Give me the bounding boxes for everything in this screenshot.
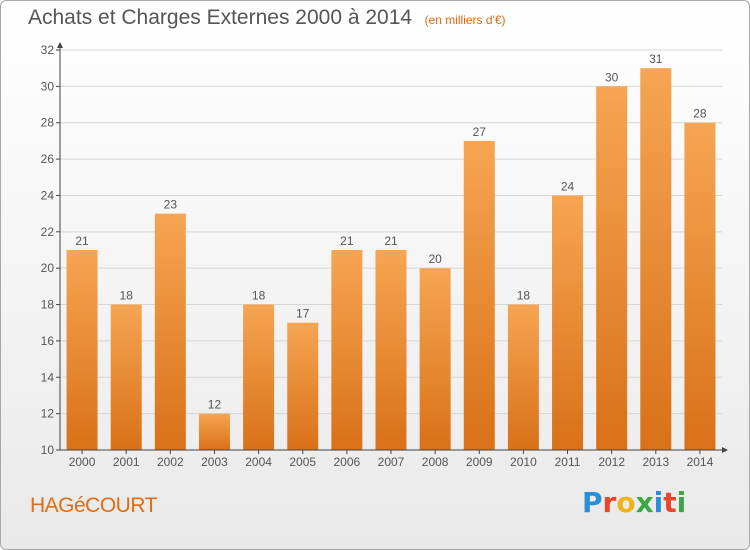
bar: [154, 213, 186, 450]
data-label: 21: [340, 234, 354, 248]
chart-subtitle: (en milliers d'€): [424, 13, 506, 27]
data-label: 21: [384, 234, 398, 248]
axes: [56, 42, 728, 454]
logo-letter: i: [676, 486, 687, 519]
logo-letter: r: [602, 486, 617, 519]
data-label: 30: [605, 70, 619, 84]
chart-title: Achats et Charges Externes 2000 à 2014: [28, 6, 413, 29]
bar: [640, 68, 672, 450]
x-tick-label: 2012: [598, 455, 625, 469]
data-label: 23: [164, 198, 178, 212]
bar: [243, 304, 275, 450]
y-tick-label: 16: [41, 334, 55, 348]
bar: [110, 304, 142, 450]
bar: [596, 86, 628, 450]
commune-name: HAGéCOURT: [30, 494, 157, 517]
bar: [66, 250, 98, 450]
data-label: 21: [75, 234, 89, 248]
data-label: 31: [649, 52, 663, 66]
bars: [66, 68, 716, 451]
bar: [684, 122, 716, 451]
y-tick-label: 30: [41, 79, 55, 93]
x-axis-arrow: [722, 447, 728, 453]
bar: [331, 250, 363, 450]
data-label: 28: [693, 107, 707, 121]
y-tick-label: 22: [41, 225, 55, 239]
x-tick-label: 2014: [687, 455, 714, 469]
bar: [507, 304, 539, 450]
logo-letter: x: [635, 486, 654, 519]
bar: [552, 195, 584, 450]
data-label: 17: [296, 307, 310, 321]
y-tick-label: 18: [41, 298, 55, 312]
x-tick-label: 2005: [289, 455, 316, 469]
logo-letter: i: [653, 486, 664, 519]
bar: [198, 413, 230, 450]
x-tick-label: 2002: [157, 455, 184, 469]
y-tick-label: 14: [41, 370, 55, 384]
y-tick-label: 20: [41, 261, 55, 275]
logo-letter: o: [616, 486, 636, 519]
data-label: 18: [517, 289, 531, 303]
x-tick-label: 2004: [245, 455, 272, 469]
bar: [287, 322, 319, 450]
y-tick-label: 10: [41, 443, 55, 457]
x-tick-label: 2010: [510, 455, 537, 469]
x-tick-label: 2000: [69, 455, 96, 469]
data-label: 27: [473, 125, 487, 139]
x-tick-label: 2009: [466, 455, 493, 469]
x-tick-label: 2011: [555, 455, 581, 469]
x-tick-label: 2008: [422, 455, 449, 469]
labels: 10 12 14 16 18 20 22 24 26 28 30 32 21 2000 18 2001 23 20…: [41, 43, 714, 469]
data-label: 18: [252, 289, 266, 303]
data-label: 12: [208, 398, 222, 412]
data-label: 18: [120, 289, 134, 303]
data-label: 20: [428, 252, 442, 266]
x-tick-label: 2007: [378, 455, 405, 469]
y-tick-label: 32: [41, 43, 55, 57]
x-tick-label: 2006: [334, 455, 361, 469]
bar: [463, 140, 495, 450]
logo-letter: t: [663, 486, 677, 519]
bar: [419, 268, 451, 450]
y-tick-label: 28: [41, 116, 55, 130]
chart-header: Achats et Charges Externes 2000 à 2014 (…: [28, 6, 506, 30]
x-tick-label: 2013: [642, 455, 669, 469]
x-tick-label: 2001: [113, 455, 140, 469]
data-label: 24: [561, 179, 575, 193]
y-axis-arrow: [57, 42, 63, 48]
x-tick-label: 2003: [201, 455, 228, 469]
y-tick-label: 24: [41, 188, 55, 202]
bar: [375, 250, 407, 450]
logo-letter: P: [582, 486, 603, 519]
proxiti-logo[interactable]: Proxiti: [582, 486, 686, 519]
y-tick-label: 26: [41, 152, 55, 166]
y-tick-label: 12: [41, 407, 55, 421]
